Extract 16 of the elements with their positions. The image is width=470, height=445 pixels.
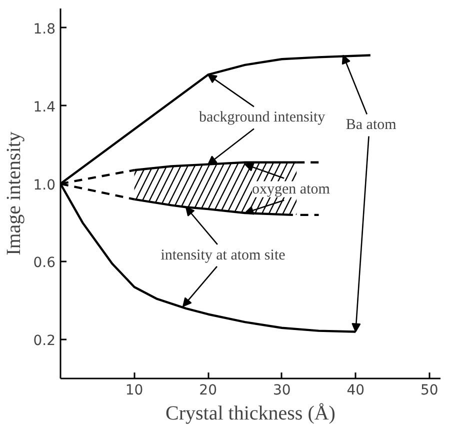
y-axis-title: Image intensity [3, 132, 26, 256]
annotation: oxygen atom [252, 181, 330, 198]
y-tick-label: 0.6 [33, 255, 56, 272]
annotation: intensity at atom site [160, 247, 286, 264]
x-tick-label: 50 [420, 382, 438, 398]
annotation: background intensity [198, 110, 326, 126]
x-axis-title: Crystal thickness (Å) [166, 402, 336, 424]
x-tick-label: 30 [272, 382, 291, 398]
y-tick-label: 1.0 [33, 177, 56, 194]
x-tick-label: 40 [346, 382, 365, 398]
y-tick-label: 1.4 [33, 99, 56, 116]
x-tick-label: 10 [125, 382, 144, 398]
annotation: Ba atom [346, 117, 397, 134]
y-tick-label: 0.2 [33, 333, 56, 350]
x-tick-label: 20 [199, 382, 217, 398]
y-tick-label: 1.8 [33, 21, 56, 38]
